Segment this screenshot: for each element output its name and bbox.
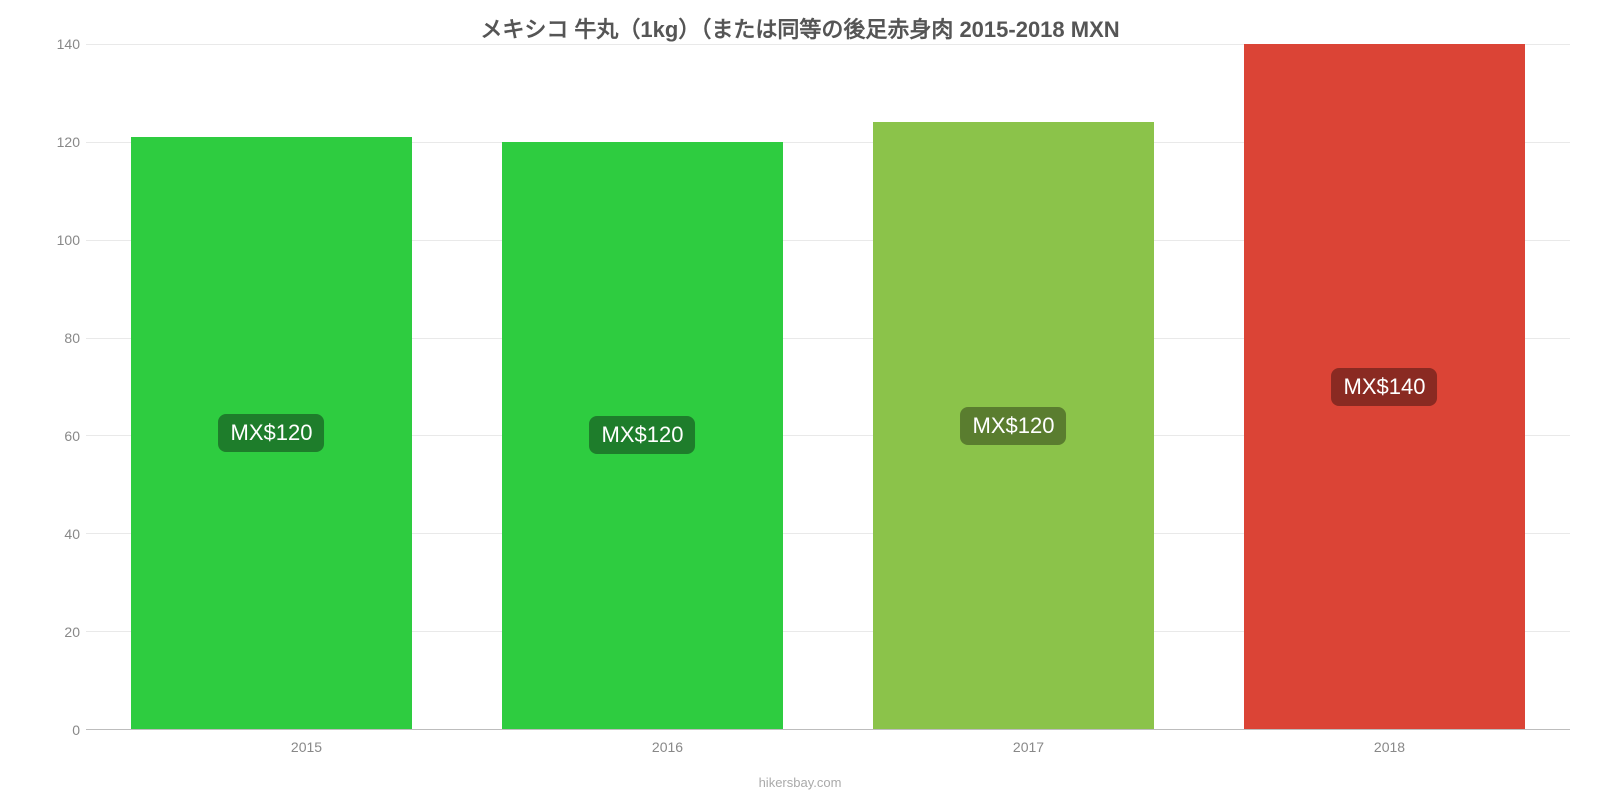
- plot-inner: 2015201620172018 MX$120MX$120MX$120MX$14…: [86, 44, 1570, 730]
- y-axis: 020406080100120140: [46, 44, 86, 730]
- bar-value-label: MX$120: [219, 414, 325, 452]
- x-tick-label: 2016: [652, 739, 683, 755]
- bar: MX$120: [873, 122, 1155, 729]
- y-tick-label: 20: [64, 624, 80, 640]
- x-tick-label: 2018: [1374, 739, 1405, 755]
- chart-container: メキシコ 牛丸（1kg）（または同等の後足赤身肉 2015-2018 MXN 0…: [0, 0, 1600, 800]
- y-tick-label: 40: [64, 526, 80, 542]
- bar: MX$120: [502, 142, 784, 729]
- y-tick-label: 140: [57, 36, 80, 52]
- bar: MX$140: [1244, 44, 1526, 729]
- bar-value-label: MX$140: [1332, 368, 1438, 406]
- y-tick-label: 0: [72, 722, 80, 738]
- chart-title: メキシコ 牛丸（1kg）（または同等の後足赤身肉 2015-2018 MXN: [0, 0, 1600, 44]
- x-axis: 2015 2016 2017 2018: [126, 729, 1570, 759]
- attribution-text: hikersbay.com: [0, 775, 1600, 790]
- y-tick-label: 80: [64, 330, 80, 346]
- y-tick-label: 120: [57, 134, 80, 150]
- plot-area: 020406080100120140 2015201620172018 MX$1…: [46, 44, 1570, 730]
- y-tick-label: 100: [57, 232, 80, 248]
- y-tick-label: 60: [64, 428, 80, 444]
- bar: MX$120: [131, 137, 413, 729]
- x-tick-label: 2015: [291, 739, 322, 755]
- bar-value-label: MX$120: [590, 416, 696, 454]
- x-tick-label: 2017: [1013, 739, 1044, 755]
- bar-value-label: MX$120: [961, 407, 1067, 445]
